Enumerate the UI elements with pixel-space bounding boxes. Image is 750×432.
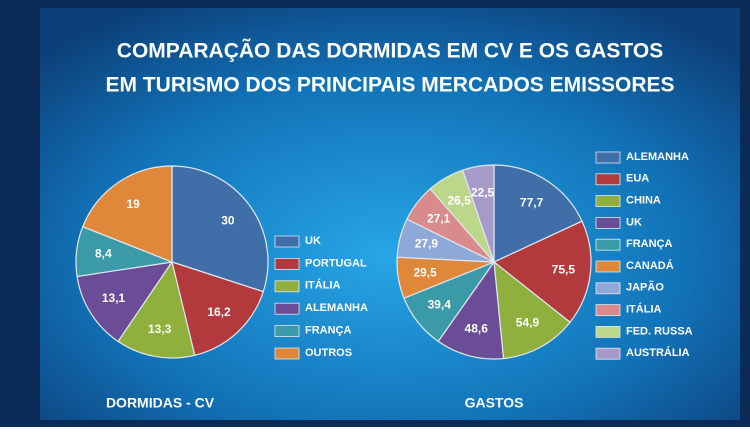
data-label: 16,2 <box>207 305 231 319</box>
legend-label: JAPÃO <box>626 281 664 294</box>
pie-slice <box>76 261 174 343</box>
legend-label: PORTUGAL <box>305 257 367 269</box>
legend-label: CHINA <box>626 195 661 207</box>
data-label: 13,1 <box>102 291 126 305</box>
pie-slice <box>461 164 495 263</box>
legend-swatch <box>595 216 621 229</box>
chart-title: EM TURISMO DOS PRINCIPAIS MERCADOS EMISS… <box>106 74 675 97</box>
data-label: 19 <box>126 197 140 211</box>
data-label: 39,4 <box>428 298 452 312</box>
data-label: 22,5 <box>471 185 495 199</box>
chart-subtitle: DORMIDAS - CV <box>106 395 215 411</box>
pie-slice <box>493 260 571 360</box>
legend-swatch <box>595 238 621 251</box>
pie-slice <box>81 165 173 263</box>
data-label: 29,5 <box>413 266 437 280</box>
legend-label: UK <box>305 235 321 247</box>
pie-slice <box>171 261 265 357</box>
legend-swatch <box>595 173 621 186</box>
legend-swatch <box>274 347 300 360</box>
legend-label: AUSTRÁLIA <box>626 346 690 359</box>
legend-swatch <box>595 195 621 208</box>
legend-label: EUA <box>626 173 649 185</box>
data-label: 75,5 <box>552 262 576 276</box>
legend-label: OUTROS <box>305 347 352 359</box>
legend-swatch <box>274 325 300 338</box>
pie-slice <box>437 260 505 360</box>
data-label: 27,9 <box>415 237 439 251</box>
data-label: 27,1 <box>427 212 451 226</box>
legend-swatch <box>595 151 621 164</box>
legend-label: ITÁLIA <box>626 303 661 316</box>
legend-swatch <box>595 325 621 338</box>
legend-swatch <box>595 347 621 360</box>
pie-slice <box>117 260 196 359</box>
legend-label: ALEMANHA <box>305 302 368 314</box>
chart-title: COMPARAÇÃO DAS DORMIDAS EM CV E OS GASTO… <box>117 40 663 63</box>
legend-label: FRANÇA <box>305 325 351 337</box>
legend-label: UK <box>626 216 642 228</box>
data-label: 30 <box>221 214 235 228</box>
chart-subtitle: GASTOS <box>465 395 524 411</box>
legend-swatch <box>595 260 621 273</box>
legend-label: FRANÇA <box>626 238 672 250</box>
legend-swatch <box>274 280 300 293</box>
legend-swatch <box>274 257 300 270</box>
pie-slice <box>492 220 592 324</box>
legend-swatch <box>274 302 300 315</box>
legend-label: ALEMANHA <box>626 151 689 163</box>
data-label: 13,3 <box>148 322 172 336</box>
pie-slice <box>493 164 583 263</box>
legend-swatch <box>274 235 300 248</box>
legend-label: ITÁLIA <box>305 279 340 292</box>
data-label: 54,9 <box>516 315 540 329</box>
data-label: 8,4 <box>95 246 112 260</box>
pie-slice <box>171 165 269 293</box>
data-label: 26,5 <box>447 194 471 208</box>
data-label: 77,7 <box>520 195 544 209</box>
legend-swatch <box>595 304 621 317</box>
legend-label: FED. RUSSA <box>626 325 693 337</box>
legend-label: CANADÁ <box>626 259 674 272</box>
data-label: 48,6 <box>465 322 489 336</box>
legend-swatch <box>595 282 621 295</box>
